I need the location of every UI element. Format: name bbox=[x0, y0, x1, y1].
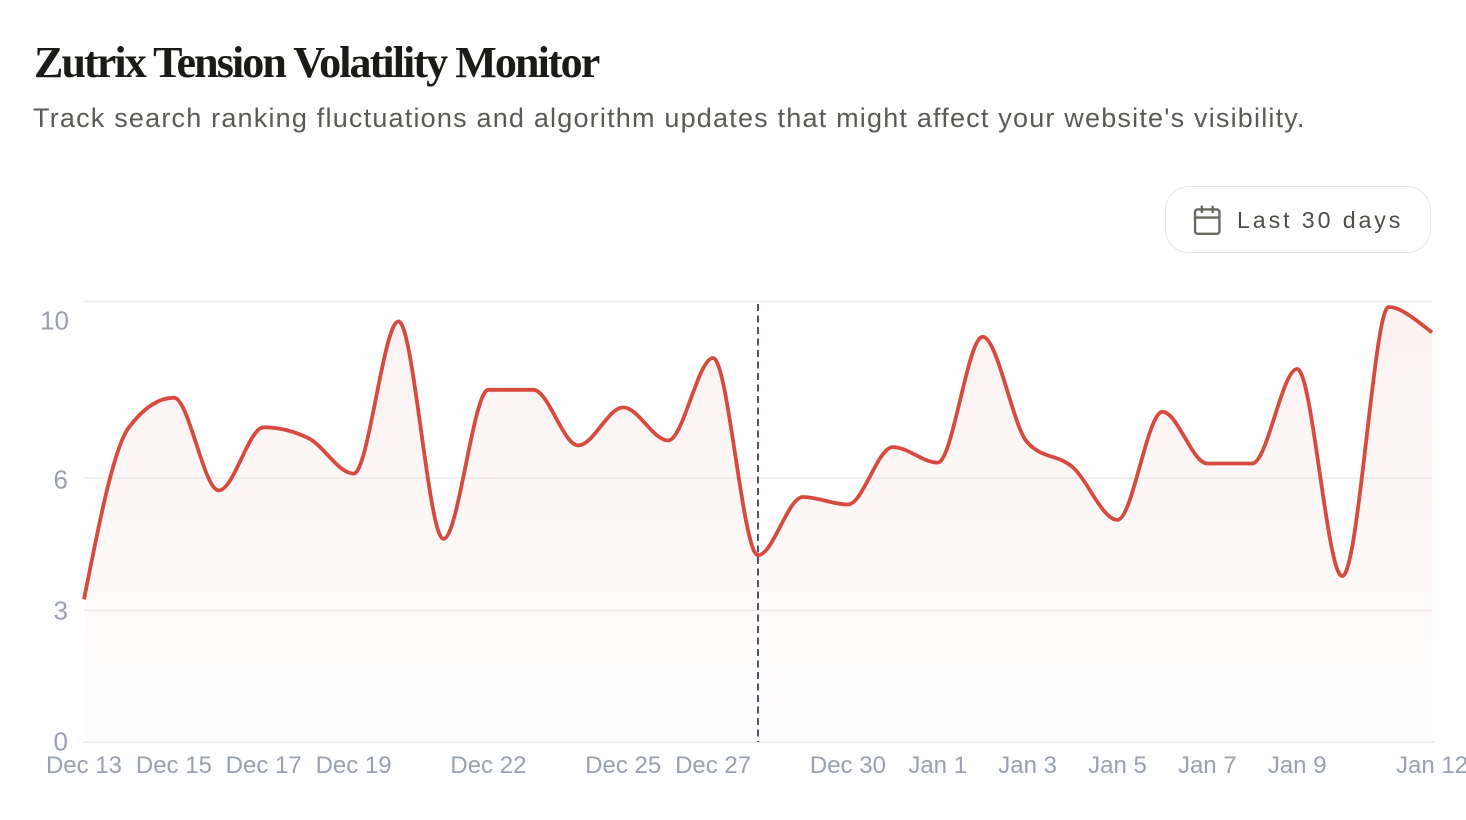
svg-text:Dec 13: Dec 13 bbox=[46, 752, 122, 779]
svg-text:Jan 3: Jan 3 bbox=[998, 752, 1057, 779]
svg-text:Dec 15: Dec 15 bbox=[136, 752, 212, 779]
svg-text:10: 10 bbox=[40, 306, 69, 336]
svg-text:0: 0 bbox=[54, 727, 68, 757]
svg-text:Dec 25: Dec 25 bbox=[585, 752, 661, 779]
svg-text:Dec 17: Dec 17 bbox=[226, 752, 302, 779]
svg-text:Dec 30: Dec 30 bbox=[810, 752, 886, 779]
svg-text:3: 3 bbox=[54, 596, 68, 626]
svg-text:Jan 9: Jan 9 bbox=[1268, 752, 1327, 779]
svg-text:Jan 5: Jan 5 bbox=[1088, 752, 1147, 779]
svg-text:Jan 12: Jan 12 bbox=[1396, 752, 1466, 779]
svg-text:Jan 1: Jan 1 bbox=[908, 752, 967, 779]
svg-text:6: 6 bbox=[54, 465, 68, 495]
svg-text:Dec 22: Dec 22 bbox=[450, 752, 526, 779]
svg-text:Dec 27: Dec 27 bbox=[675, 752, 751, 779]
svg-text:Jan 7: Jan 7 bbox=[1178, 752, 1237, 779]
svg-text:Dec 19: Dec 19 bbox=[316, 752, 392, 779]
